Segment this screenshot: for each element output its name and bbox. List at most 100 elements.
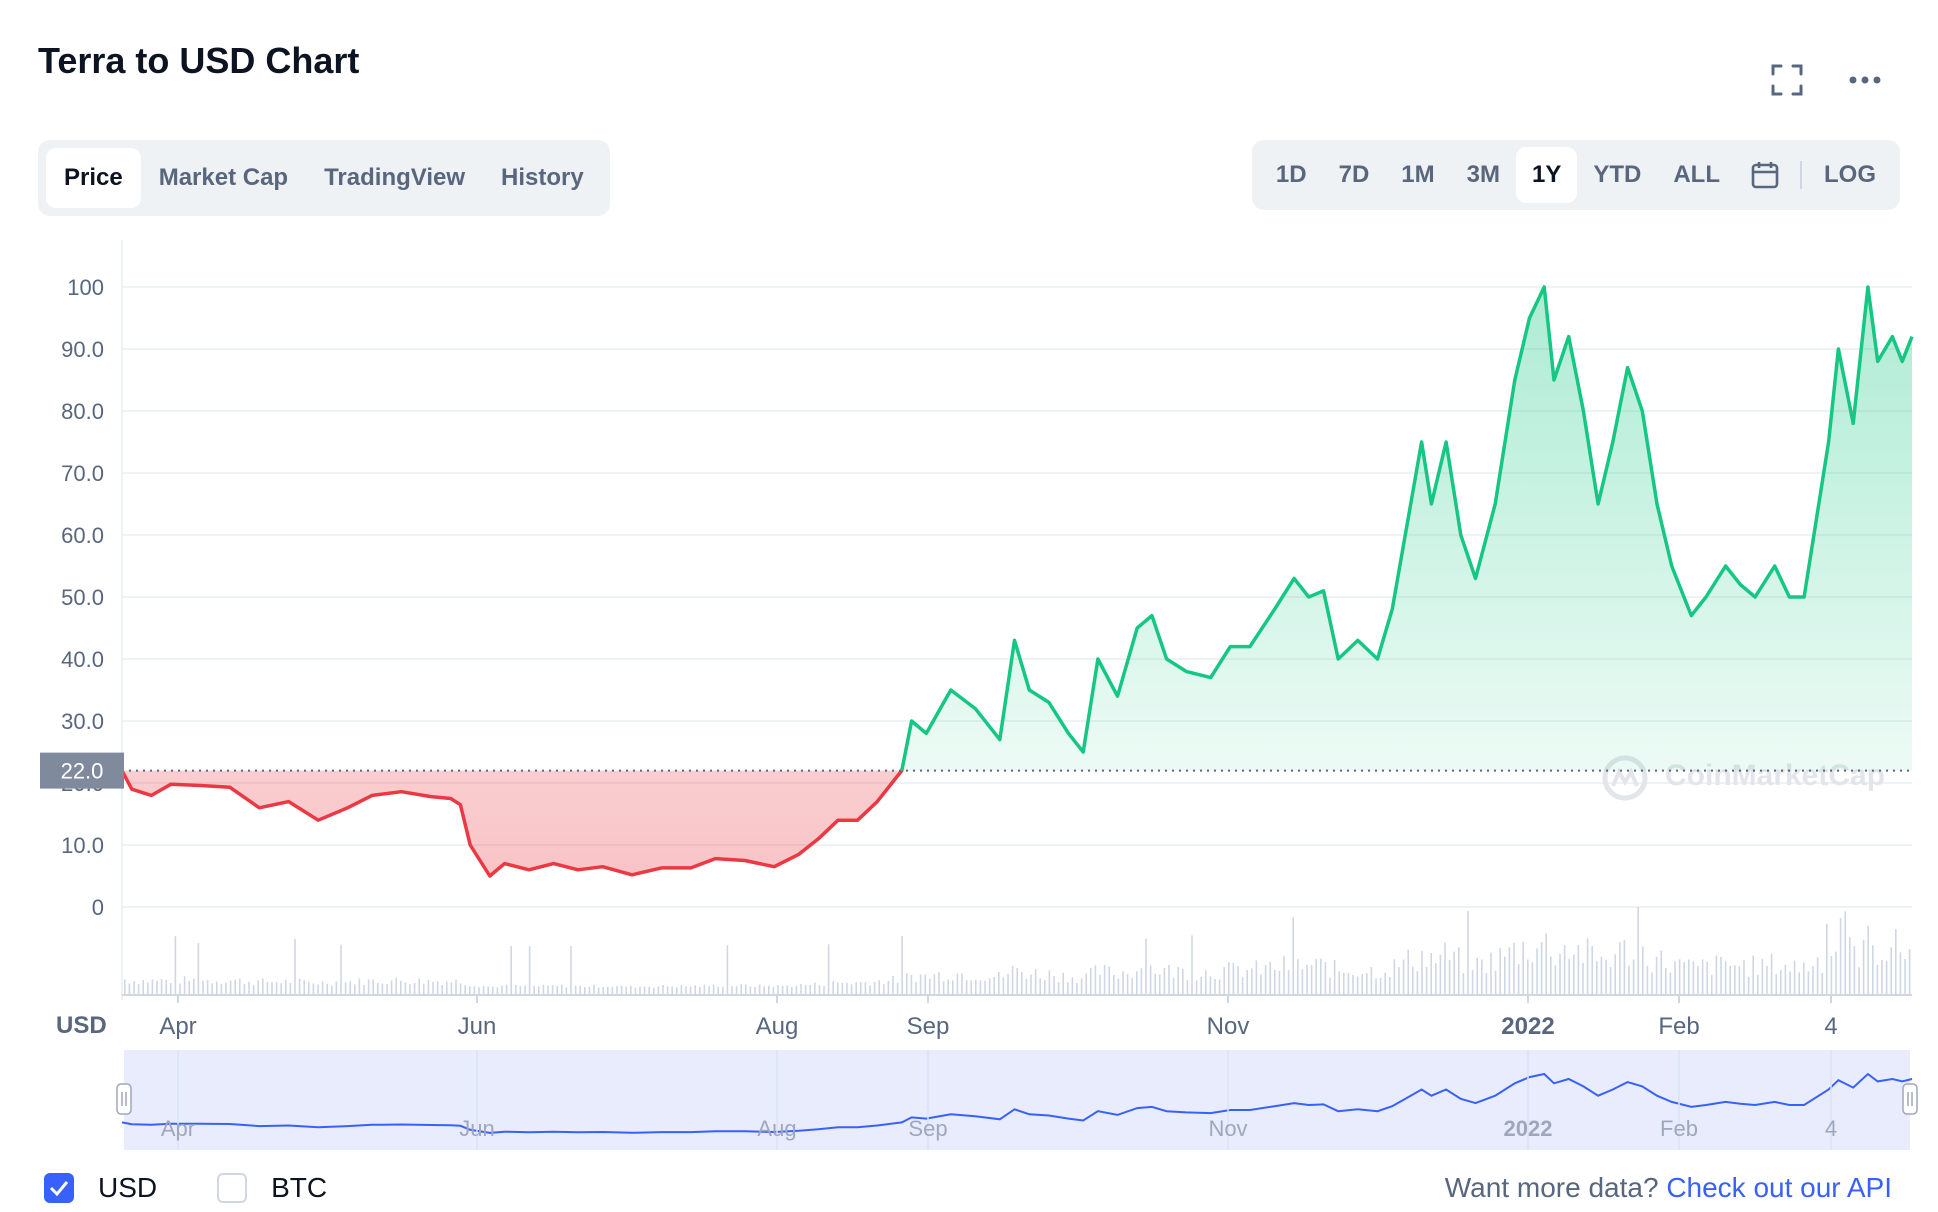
volume-bar <box>1738 966 1741 995</box>
volume-bar <box>823 986 825 995</box>
tab-price[interactable]: Price <box>46 148 141 208</box>
volume-bar <box>1655 956 1658 995</box>
volume-bar <box>1379 978 1382 995</box>
volume-bar <box>170 983 172 995</box>
volume-bar <box>165 979 167 995</box>
volume-bar <box>574 985 577 995</box>
volume-bar <box>671 986 673 995</box>
volume-bar <box>1163 967 1166 995</box>
volume-bar <box>298 978 301 995</box>
volume-bar <box>993 976 995 995</box>
volume-bar <box>1430 953 1432 995</box>
volume-bar <box>1214 978 1216 995</box>
btc-checkbox[interactable] <box>217 1173 248 1203</box>
range-3m[interactable]: 3M <box>1466 161 1500 188</box>
volume-bar <box>1361 974 1363 995</box>
volume-bar <box>1780 970 1782 995</box>
volume-bar <box>855 982 857 995</box>
volume-bar <box>331 985 333 995</box>
log-toggle[interactable]: LOG <box>1824 161 1876 188</box>
volume-bar <box>363 984 365 995</box>
volume-bar <box>726 945 729 995</box>
volume-bar <box>1223 967 1225 995</box>
volume-bar <box>211 983 213 995</box>
volume-bar <box>1237 966 1239 995</box>
volume-bar <box>1145 938 1147 995</box>
volume-bar <box>1770 953 1773 995</box>
range-ytd[interactable]: YTD <box>1593 161 1642 188</box>
volume-bar <box>418 978 420 995</box>
volume-bar <box>722 986 724 995</box>
navigator-handle-left[interactable] <box>116 1083 132 1115</box>
tab-market-cap[interactable]: Market Cap <box>158 164 289 191</box>
volume-bar <box>795 985 798 995</box>
fullscreen-icon[interactable] <box>1767 60 1807 100</box>
volume-bar <box>1338 971 1340 995</box>
volume-bar <box>666 986 669 995</box>
volume-bar <box>1269 961 1271 995</box>
volume-bar <box>188 980 190 995</box>
volume-bar <box>473 986 476 995</box>
volume-bar <box>938 972 940 995</box>
volume-bar <box>1619 942 1621 995</box>
volume-bar <box>1126 974 1129 995</box>
volume-bar <box>1021 971 1023 995</box>
volume-bar <box>358 978 361 995</box>
volume-bar <box>280 983 282 995</box>
volume-bar <box>1117 978 1120 995</box>
x-tick-label: 4 <box>1824 1013 1837 1040</box>
range-7d[interactable]: 7D <box>1338 161 1370 188</box>
range-selector: 1D 7D 1M 3M 1Y YTD ALL LOG <box>1251 140 1900 210</box>
volume-bar <box>294 938 296 995</box>
volume-bar <box>1609 967 1612 995</box>
volume-bar <box>841 982 844 995</box>
volume-bar <box>1812 966 1814 995</box>
navigator-handle-right[interactable] <box>1902 1083 1918 1115</box>
range-all[interactable]: ALL <box>1673 161 1720 188</box>
volume-bar <box>1122 971 1124 995</box>
tab-tradingview[interactable]: TradingView <box>324 164 466 191</box>
volume-bar <box>1186 980 1189 995</box>
volume-bar <box>1899 952 1902 995</box>
volume-bar <box>1476 958 1478 995</box>
range-1d[interactable]: 1D <box>1275 161 1307 188</box>
volume-bar <box>478 987 480 995</box>
range-1y[interactable]: 1Y <box>1515 147 1578 203</box>
volume-bar <box>386 984 388 995</box>
volume-bar <box>423 983 425 995</box>
more-icon[interactable] <box>1845 60 1885 100</box>
volume-bar <box>303 980 305 995</box>
volume-bar <box>878 980 880 995</box>
range-navigator[interactable]: Apr Jun Aug Sep Nov 2022 Feb 4 <box>116 1050 1918 1150</box>
volume-bar <box>1715 955 1718 995</box>
volume-bar <box>1747 976 1750 995</box>
x-tick-label: 2022 <box>1501 1013 1554 1040</box>
range-1m[interactable]: 1M <box>1401 161 1435 188</box>
volume-bar <box>1025 978 1028 995</box>
volume-bar <box>1007 973 1009 995</box>
volume-bar <box>464 985 466 995</box>
volume-bar <box>634 987 637 995</box>
price-line <box>120 285 1914 878</box>
volume-bar <box>791 986 793 995</box>
y-tick-label: 10.0 <box>61 833 104 858</box>
volume-bar <box>1720 957 1722 995</box>
volume-bar <box>455 979 457 995</box>
volume-bar <box>1310 965 1313 995</box>
tab-history[interactable]: History <box>501 164 584 191</box>
volume-bar <box>1527 959 1529 995</box>
calendar-icon[interactable] <box>1736 147 1794 203</box>
volume-bar <box>1683 962 1685 995</box>
volume-bar <box>436 981 439 995</box>
usd-checkbox[interactable] <box>44 1173 74 1203</box>
volume-bar <box>1076 982 1078 995</box>
volume-bar <box>786 985 788 995</box>
volume-bar <box>947 979 949 995</box>
volume-bar <box>400 980 402 995</box>
volume-bar <box>1895 929 1897 995</box>
volume-bar <box>979 980 982 995</box>
volume-bar <box>745 984 747 995</box>
volume-bar <box>1545 933 1547 995</box>
api-link[interactable]: Check out our API <box>1666 1172 1892 1203</box>
volume-bar <box>234 979 236 995</box>
